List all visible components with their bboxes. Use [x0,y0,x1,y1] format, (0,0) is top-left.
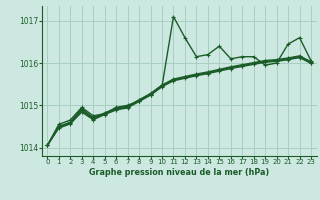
X-axis label: Graphe pression niveau de la mer (hPa): Graphe pression niveau de la mer (hPa) [89,168,269,177]
